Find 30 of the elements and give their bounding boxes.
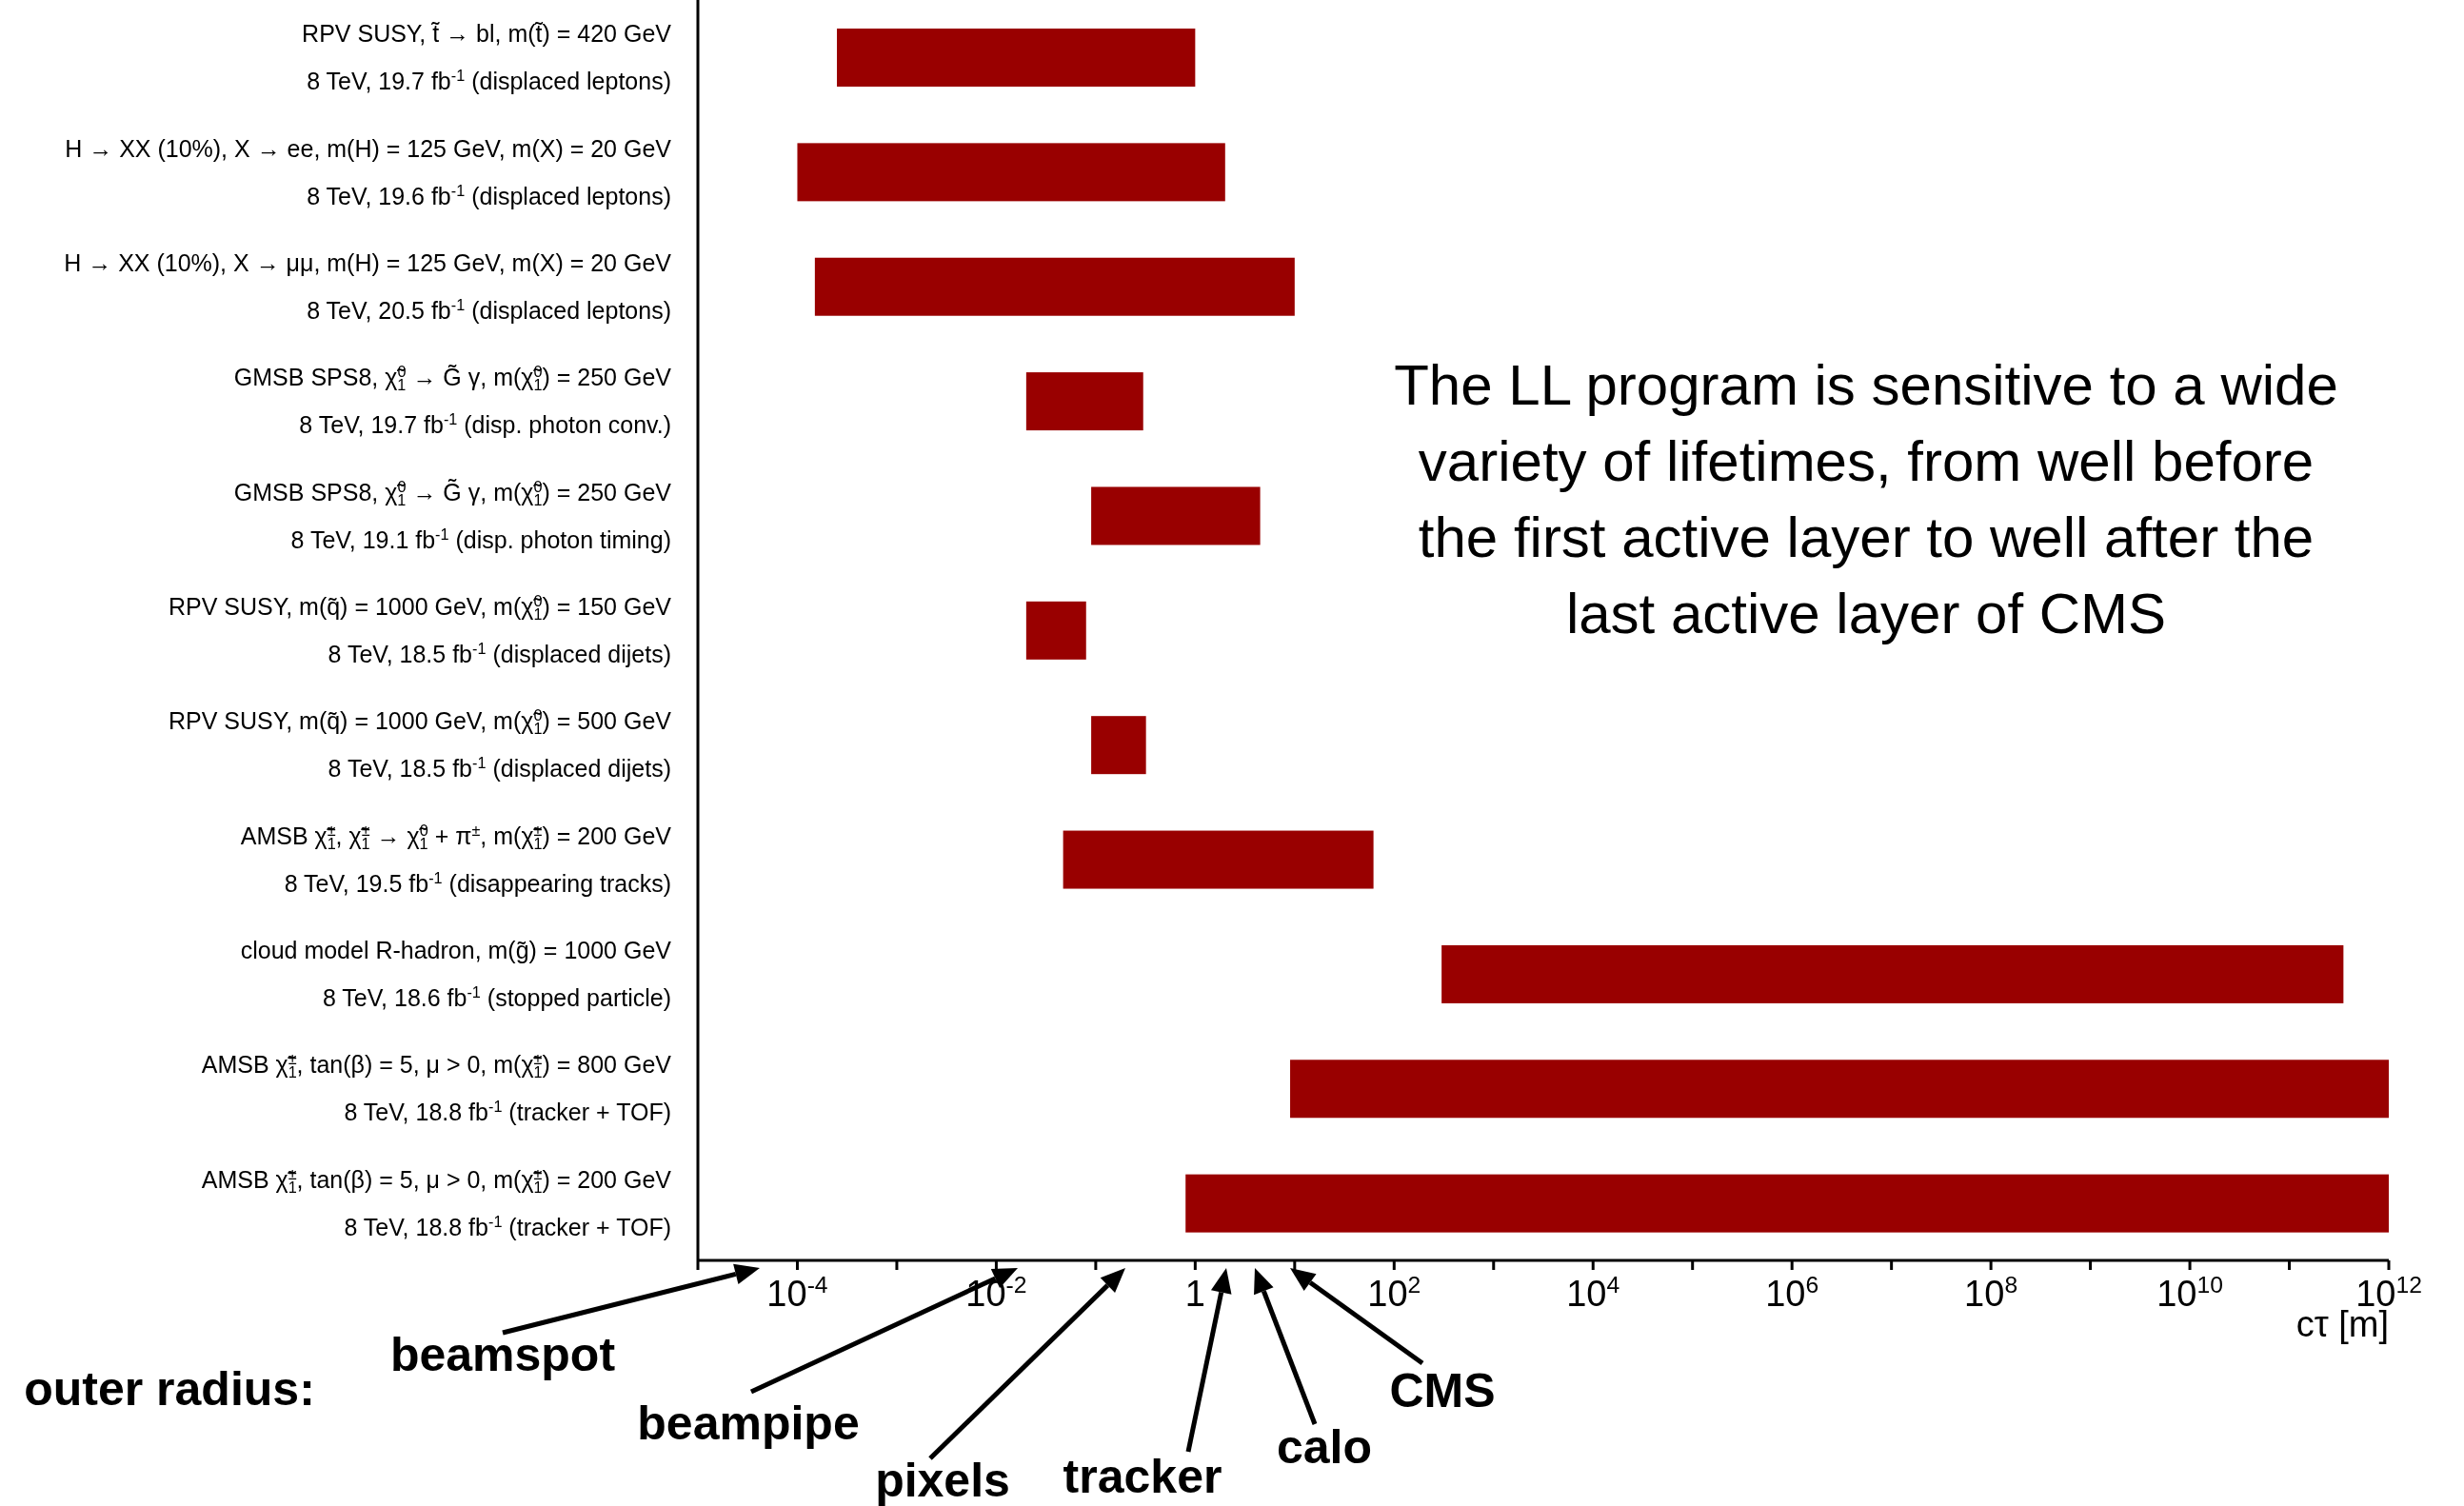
text: outer radius:: [24, 1362, 315, 1416]
y-tick-label: H → XX (10%), X → ee, m(H) = 125 GeV, m(X) = 20 GeV 8 TeV, 19.6 fb$^{-1}$ (displaced leptons): [65, 134, 672, 209]
bar: [1290, 1060, 2389, 1119]
bar: [1185, 1174, 2389, 1233]
x-tick-label: 10$^{4}$: [1566, 1272, 1620, 1314]
bar: [1025, 601, 1086, 660]
y-tick-label: cloud model R-hadron, m(g̃) = 1000 GeV 8 TeV, 18.6 fb$^{-1}$ (stopped particle): [240, 937, 672, 1012]
text: calo: [1276, 1420, 1373, 1474]
x-tick-label: 10$^{2}$: [1367, 1272, 1421, 1314]
text: CMS: [1389, 1364, 1496, 1417]
bar: [837, 29, 1196, 87]
x-tick-label: 10$^{10}$: [2156, 1272, 2223, 1314]
y-tick-label: RPV SUSY, t̃ → bl, m(t̃) = 420 GeV 8 TeV, 19.7 fb$^{-1}$ (displaced leptons): [302, 20, 672, 95]
annotation: The LL program is sensitive to a wide variety of lifetimes, from well before the first active layer to well after the last active layer of CMS: [1393, 352, 2339, 647]
text: beamspot: [389, 1328, 616, 1381]
x-tick-label: 10$^{6}$: [1765, 1272, 1819, 1314]
x-tick-label: 1: [1184, 1274, 1205, 1314]
bar: [1025, 372, 1143, 431]
text: tracker: [1063, 1450, 1222, 1503]
bar: [1091, 486, 1261, 545]
bar: [814, 257, 1295, 316]
bar: [1063, 830, 1374, 889]
text: pixels: [875, 1454, 1010, 1506]
y-tick-label: H → XX (10%), X → μμ, m(H) = 125 GeV, m(X) = 20 GeV 8 TeV, 20.5 fb$^{-1}$ (displaced leptons): [64, 248, 672, 324]
text: beampipe: [637, 1397, 860, 1450]
bar: [797, 143, 1225, 202]
x-tick-label: 10$^{8}$: [1964, 1272, 2018, 1314]
bar: [1091, 716, 1146, 775]
x-tick-label: 10$^{-4}$: [766, 1272, 828, 1314]
bar: [1441, 944, 2344, 1003]
